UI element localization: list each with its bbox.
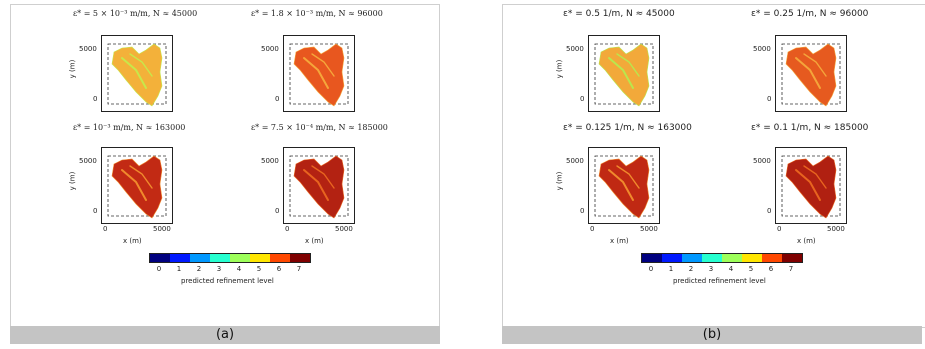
colorbar-swatch [150,254,170,262]
xtick-label: 5000 [640,225,658,233]
x-axis-label: x (m) [123,237,142,245]
ytick-label: 5000 [261,45,279,53]
refinement-map [289,43,349,107]
panel-b: ε* = 0.5 1/m, N ≈ 45000 5000 0 y (m) ε* = 0.… [502,4,925,328]
map-plot [101,35,173,112]
refinement-map [107,43,167,107]
refinement-map [107,155,167,219]
colorbar-tick: 1 [668,265,674,273]
x-axis-label: x (m) [610,237,629,245]
colorbar-tick: 4 [728,265,734,273]
refinement-map [289,155,349,219]
subplot-title: ε* = 0.125 1/m, N ≈ 163000 [563,123,692,133]
xtick-label: 5000 [153,225,171,233]
colorbar-swatch [742,254,762,262]
colorbar-swatch [762,254,782,262]
xtick-label: 0 [285,225,290,233]
subplot-title: ε* = 1.8 × 10⁻³ m/m, N ≈ 96000 [251,9,383,18]
subplot-title: ε* = 0.1 1/m, N ≈ 185000 [751,123,869,133]
colorbar-tick: 4 [236,265,242,273]
colorbar-tick: 1 [176,265,182,273]
colorbar-tick: 7 [296,265,302,273]
subplot-title: ε* = 5 × 10⁻³ m/m, N ≈ 45000 [73,9,198,18]
colorbar-tick: 5 [748,265,754,273]
colorbar-swatch [722,254,742,262]
y-axis-label: y (m) [555,59,564,79]
refinement-map [781,155,841,219]
ytick-label: 5000 [79,157,97,165]
ytick-label: 0 [275,207,280,215]
colorbar-swatch [702,254,722,262]
map-plot [775,35,847,112]
colorbar-swatch [682,254,702,262]
colorbar-label: predicted refinement level [181,277,274,285]
colorbar-tick: 0 [156,265,162,273]
ytick-label: 5000 [753,45,771,53]
colorbar-swatch [642,254,662,262]
refinement-map [781,43,841,107]
ytick-label: 5000 [566,45,584,53]
subplot-title: ε* = 0.25 1/m, N ≈ 96000 [751,9,869,19]
subplot-title: ε* = 0.5 1/m, N ≈ 45000 [563,9,675,19]
ytick-label: 5000 [566,157,584,165]
colorbar-swatch [662,254,682,262]
xtick-label: 0 [777,225,782,233]
ytick-label: 5000 [261,157,279,165]
colorbar-tick: 6 [768,265,774,273]
colorbar-swatch [190,254,210,262]
xtick-label: 5000 [827,225,845,233]
colorbar-tick: 7 [788,265,794,273]
colorbar-swatch [270,254,290,262]
map-plot [775,147,847,224]
colorbar-swatch [250,254,270,262]
map-plot [588,35,660,112]
ytick-label: 0 [767,207,772,215]
colorbar-swatch [210,254,230,262]
colorbar [149,253,311,263]
refinement-map [594,43,654,107]
y-axis-label: y (m) [555,171,564,191]
ytick-label: 0 [93,95,98,103]
subplot-title: ε* = 10⁻³ m/m, N ≈ 163000 [73,123,186,132]
caption-a: (a) [10,326,440,344]
ytick-label: 0 [93,207,98,215]
refinement-map [594,155,654,219]
colorbar-tick: 2 [688,265,694,273]
y-axis-label: y (m) [68,59,77,79]
x-axis-label: x (m) [797,237,816,245]
map-plot [588,147,660,224]
colorbar-swatch [170,254,190,262]
colorbar-swatch [290,254,310,262]
ytick-label: 0 [275,95,280,103]
colorbar-tick: 6 [276,265,282,273]
colorbar-tick: 2 [196,265,202,273]
colorbar-tick: 5 [256,265,262,273]
ytick-label: 0 [580,207,585,215]
xtick-label: 0 [103,225,108,233]
panel-a: ε* = 5 × 10⁻³ m/m, N ≈ 45000 5000 0 y (m) ε*… [10,4,440,328]
colorbar-swatch [230,254,250,262]
map-plot [101,147,173,224]
ytick-label: 5000 [79,45,97,53]
y-axis-label: y (m) [68,171,77,191]
colorbar-label: predicted refinement level [673,277,766,285]
xtick-label: 5000 [335,225,353,233]
x-axis-label: x (m) [305,237,324,245]
colorbar-swatch [782,254,802,262]
ytick-label: 0 [767,95,772,103]
ytick-label: 5000 [753,157,771,165]
map-plot [283,35,355,112]
subplot-title: ε* = 7.5 × 10⁻⁴ m/m, N ≈ 185000 [251,123,388,132]
map-plot [283,147,355,224]
ytick-label: 0 [580,95,585,103]
colorbar-tick: 3 [708,265,714,273]
colorbar-tick: 0 [648,265,654,273]
colorbar [641,253,803,263]
colorbar-tick: 3 [216,265,222,273]
caption-b: (b) [502,326,922,344]
xtick-label: 0 [590,225,595,233]
